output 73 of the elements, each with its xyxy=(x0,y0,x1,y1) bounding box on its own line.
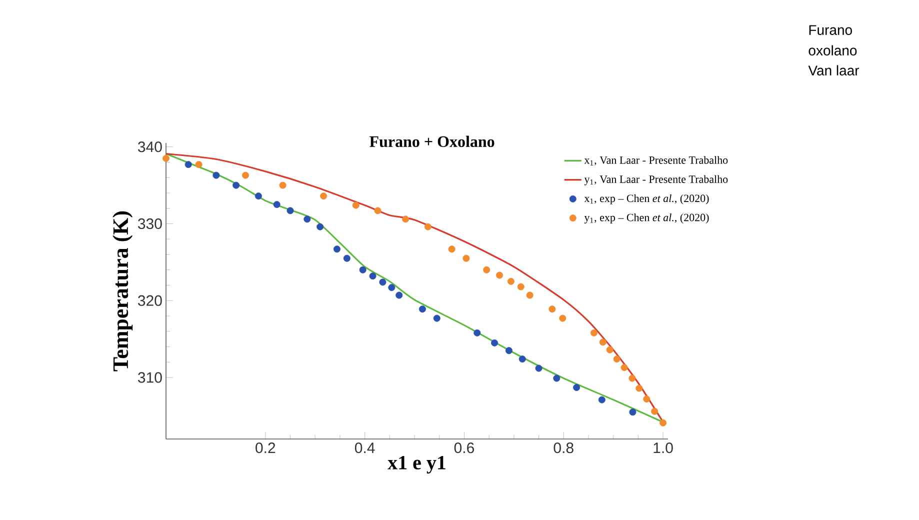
y-tick-label: 310 xyxy=(138,372,162,383)
x-tick-label: 0.8 xyxy=(554,442,574,454)
point xyxy=(474,329,481,336)
point xyxy=(320,192,328,200)
y-axis-title: Temperatura (K) xyxy=(112,211,133,372)
point xyxy=(483,266,490,274)
point xyxy=(660,419,667,426)
point xyxy=(505,347,512,354)
point xyxy=(279,182,286,189)
point xyxy=(553,374,560,382)
point xyxy=(613,356,620,363)
point xyxy=(606,346,614,354)
point xyxy=(573,384,580,391)
y-tick-label: 320 xyxy=(138,295,162,306)
point xyxy=(636,384,643,392)
text: Van laar xyxy=(808,65,860,76)
point xyxy=(254,192,262,200)
point xyxy=(507,278,514,285)
point xyxy=(599,338,606,346)
x-axis-title: x1 e y1 xyxy=(388,456,446,474)
y-tick-label: 340 xyxy=(138,142,162,152)
point xyxy=(548,306,556,313)
legend-label: y$_{1}$, exp – Chen et al., (2020) xyxy=(584,213,709,224)
point xyxy=(643,396,650,403)
point xyxy=(418,306,426,313)
point xyxy=(517,283,524,290)
point xyxy=(518,356,526,363)
point xyxy=(195,161,202,168)
point xyxy=(273,201,280,208)
x-tick-label: 0.4 xyxy=(354,442,375,454)
point xyxy=(629,408,636,416)
point xyxy=(535,364,542,372)
text: oxolano xyxy=(808,45,857,56)
text: Furano xyxy=(809,25,852,35)
point xyxy=(286,207,294,214)
legend-label: x$_{1}$, Van Laar - Presente Trabalho xyxy=(584,156,728,166)
point xyxy=(316,223,324,230)
point xyxy=(402,216,410,223)
x-tick-label: 1.0 xyxy=(654,442,673,454)
point xyxy=(526,292,534,299)
point xyxy=(359,266,366,274)
legend-label: y$_{1}$, Van Laar - Presente Trabalho xyxy=(584,175,728,186)
point xyxy=(396,292,403,299)
point xyxy=(333,246,340,253)
point xyxy=(343,254,350,262)
point xyxy=(628,374,636,382)
point xyxy=(496,272,504,279)
point xyxy=(433,314,440,322)
point xyxy=(374,207,382,214)
x-tick-label: 0.6 xyxy=(454,442,474,454)
point xyxy=(162,154,170,162)
point xyxy=(598,396,606,404)
point xyxy=(448,246,456,253)
point xyxy=(232,182,240,189)
point xyxy=(620,364,628,371)
point xyxy=(379,278,386,286)
y-tick-label: 330 xyxy=(138,218,162,230)
chart-title: Furano + Oxolano xyxy=(370,136,494,148)
point xyxy=(369,272,376,280)
point xyxy=(559,314,566,322)
point xyxy=(304,216,311,223)
point xyxy=(388,284,396,292)
legend-label: x$_{1}$, exp – Chen et al., (2020) xyxy=(584,194,709,204)
point xyxy=(462,254,470,262)
point xyxy=(242,172,250,179)
point xyxy=(651,408,658,415)
point xyxy=(212,172,220,179)
point xyxy=(424,223,432,230)
point xyxy=(184,161,192,168)
point xyxy=(491,339,498,346)
point xyxy=(590,329,598,336)
x-tick-label: 0.2 xyxy=(256,442,276,454)
point xyxy=(352,202,360,209)
